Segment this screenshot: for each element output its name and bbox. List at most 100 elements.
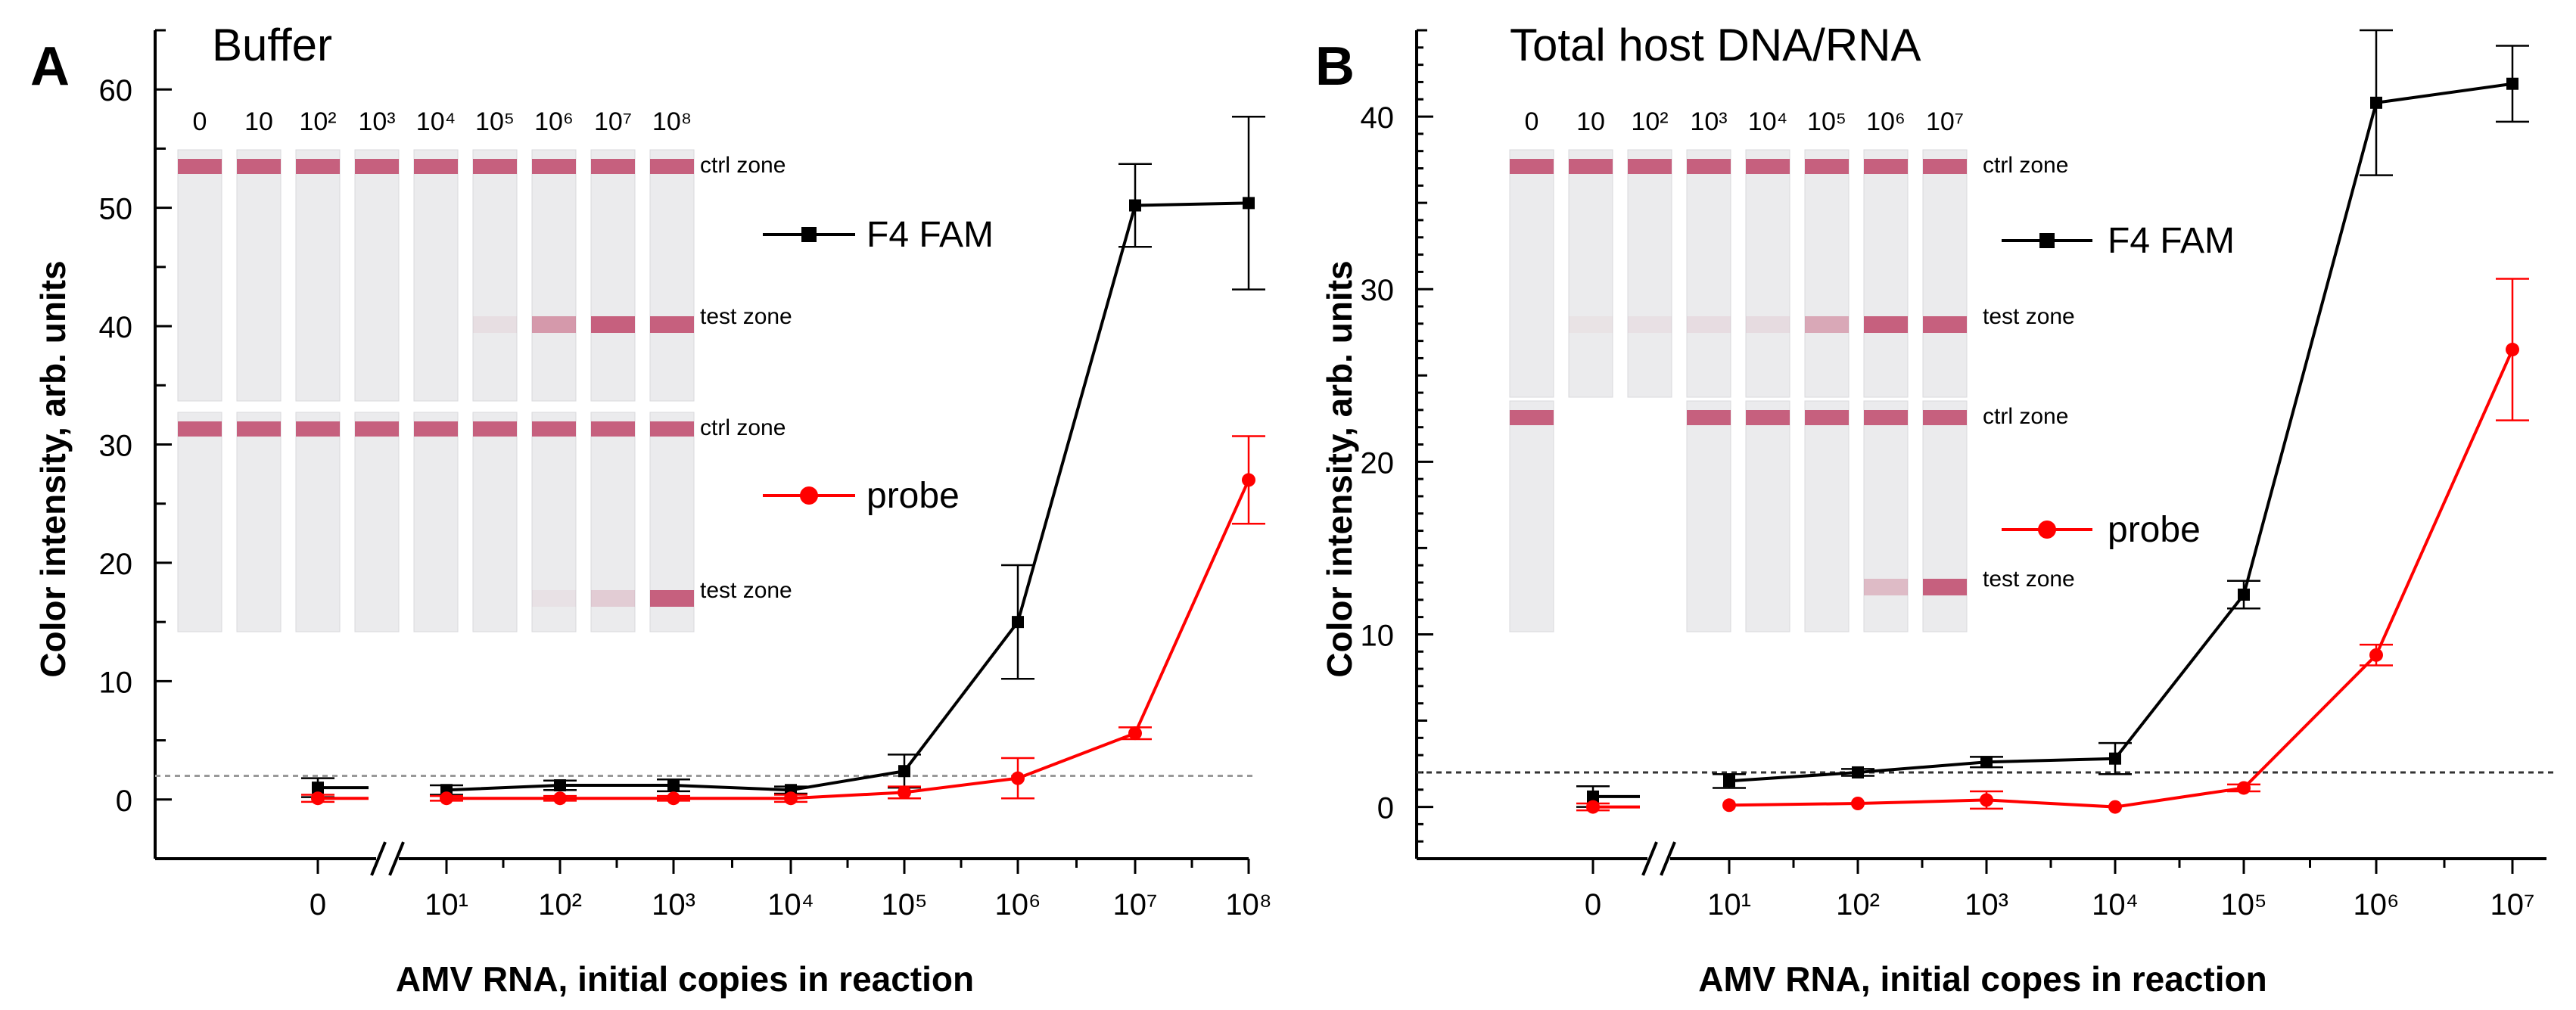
panel-a-x-tick-label: 10⁷ bbox=[1113, 888, 1158, 921]
panel-a-strip-test-band bbox=[532, 316, 576, 333]
panel-b-strip-ctrl-band bbox=[1510, 410, 1554, 425]
panel-a-test-strip bbox=[236, 149, 282, 402]
panel-a-strip-column-label: 0 bbox=[193, 107, 207, 136]
panel-a-x-tick-label: 10⁸ bbox=[1225, 888, 1271, 921]
panel-b-data-point bbox=[1980, 756, 1993, 769]
panel-a-data-point bbox=[1129, 199, 1141, 212]
panel-a-data-point bbox=[312, 782, 324, 794]
panel-a-data-point bbox=[553, 791, 567, 806]
panel-a-axis-break-mark bbox=[388, 841, 405, 876]
panel-a-strip-ctrl-band bbox=[178, 421, 222, 437]
panel-b-x-tick-label: 10¹ bbox=[1707, 888, 1751, 921]
panel-a-x-axis-title: AMV RNA, initial copies in reaction bbox=[396, 959, 974, 999]
panel-a-strip-ctrl-band bbox=[473, 159, 517, 174]
panel-a-strip-column-label: 10³ bbox=[358, 107, 395, 136]
panel-b-legend-marker bbox=[2038, 521, 2056, 539]
panel-b-label: B bbox=[1315, 36, 1355, 97]
panel-b-title: Total host DNA/RNA bbox=[1510, 20, 1921, 70]
panel-b-data-point bbox=[1852, 766, 1864, 778]
panel-a-label: A bbox=[30, 36, 70, 97]
panel-b-strip-test-band bbox=[1923, 316, 1967, 333]
panel-b-strip-column-label: 10⁶ bbox=[1866, 107, 1906, 136]
panel-a-y-tick-label: 60 bbox=[99, 74, 133, 107]
panel-b-strip-column-label: 10² bbox=[1631, 107, 1668, 136]
panel-b-strip-ctrl-band bbox=[1687, 159, 1731, 174]
panel-a-strip-column-label: 10 bbox=[244, 107, 273, 136]
panel-b-strip-test-band bbox=[1746, 316, 1790, 333]
panel-b-strip-ctrl-band bbox=[1923, 410, 1967, 425]
panel-b-test-strip bbox=[1568, 149, 1613, 398]
panel-a-strip-ctrl-band bbox=[532, 421, 576, 437]
panel-b-strip-column-label: 0 bbox=[1525, 107, 1539, 136]
panel-a-strip-test-band bbox=[591, 590, 635, 607]
panel-a-y-tick-label: 50 bbox=[99, 193, 133, 226]
panel-a-strip-ctrl-band bbox=[650, 159, 694, 174]
panel-b-test-strip bbox=[1627, 149, 1672, 398]
panel-b-zone-label: ctrl zone bbox=[1983, 404, 2068, 429]
panel-b-axis-break-mark bbox=[1660, 841, 1676, 876]
panel-a-strip-ctrl-band bbox=[591, 159, 635, 174]
panel-b-x-tick-label: 0 bbox=[1585, 888, 1601, 921]
panel-b-strip-column-label: 10⁷ bbox=[1926, 107, 1964, 136]
panel-a-strip-ctrl-band bbox=[296, 421, 340, 437]
panel-a-data-point bbox=[898, 785, 911, 800]
panel-a-data-point bbox=[667, 791, 680, 806]
panel-a-legend-marker bbox=[800, 486, 818, 505]
panel-b-test-strip bbox=[1804, 149, 1850, 398]
panel-a-test-strip bbox=[295, 149, 341, 402]
panel-b-test-strip bbox=[1922, 149, 1968, 398]
panel-b-strip-column-label: 10⁴ bbox=[1748, 107, 1787, 136]
panel-a-data-point bbox=[554, 779, 566, 792]
panel-b-strip-ctrl-band bbox=[1864, 410, 1908, 425]
panel-a-zone-label: test zone bbox=[700, 304, 792, 329]
panel-b-data-point bbox=[2238, 588, 2250, 601]
panel-b-strip-ctrl-band bbox=[1569, 159, 1613, 174]
panel-b-test-strip bbox=[1686, 149, 1731, 398]
panel-a-series-line bbox=[446, 201, 1249, 792]
panel-b-strip-ctrl-band bbox=[1628, 159, 1672, 174]
panel-a-strip-column-label: 10⁷ bbox=[594, 107, 632, 136]
panel-a-data-point bbox=[440, 791, 453, 806]
panel-b-strip-ctrl-band bbox=[1864, 159, 1908, 174]
panel-b-strip-test-band bbox=[1864, 316, 1908, 333]
panel-a-y-tick-label: 40 bbox=[99, 311, 133, 344]
panel-a-data-point bbox=[1242, 473, 1255, 487]
panel-b-data-point bbox=[2237, 781, 2251, 795]
panel-b-strip-ctrl-band bbox=[1746, 159, 1790, 174]
panel-b-data-point bbox=[2506, 77, 2518, 90]
panel-a-y-tick-label: 20 bbox=[99, 548, 133, 581]
panel-a-data-point bbox=[667, 779, 680, 792]
panel-a-strip-ctrl-band bbox=[414, 159, 458, 174]
panel-a-strip-ctrl-band bbox=[355, 159, 399, 174]
panel-a-data-point bbox=[1011, 771, 1025, 785]
panel-b-x-tick-label: 10⁶ bbox=[2354, 888, 2400, 921]
panel-a-test-strip bbox=[354, 149, 400, 402]
panel-a-zone-label: ctrl zone bbox=[700, 415, 786, 440]
panel-a-strip-test-band bbox=[650, 590, 694, 607]
panel-a-strip-ctrl-band bbox=[296, 159, 340, 174]
panel-b-strip-test-band bbox=[1628, 316, 1672, 333]
panel-a-strip-ctrl-band bbox=[237, 421, 281, 437]
panel-a-axis-break-mark bbox=[370, 841, 387, 876]
panel-b-y-tick-label: 10 bbox=[1361, 619, 1395, 652]
panel-b-data-point bbox=[2369, 648, 2383, 662]
panel-b-strip-test-band bbox=[1864, 579, 1908, 595]
panel-b-test-strip bbox=[1863, 149, 1909, 398]
panel-a-strip-ctrl-band bbox=[178, 159, 222, 174]
panel-a-strip-column-label: 10² bbox=[299, 107, 336, 136]
panel-a-strip-ctrl-band bbox=[355, 421, 399, 437]
panel-a-x-tick-label: 10¹ bbox=[425, 888, 468, 921]
panel-b-zone-label: ctrl zone bbox=[1983, 153, 2068, 178]
panel-b-y-tick-label: 20 bbox=[1361, 446, 1395, 480]
panel-b-test-strip bbox=[1922, 400, 1968, 632]
panel-a-zone-label: ctrl zone bbox=[700, 153, 786, 178]
panel-b-x-tick-label: 10⁵ bbox=[2220, 888, 2266, 921]
panel-b-x-axis-title: AMV RNA, initial copes in reaction bbox=[1698, 959, 2266, 999]
panel-b-strip-ctrl-band bbox=[1923, 159, 1967, 174]
panel-b-legend-label: probe bbox=[2108, 510, 2201, 550]
panel-a-x-tick-label: 10⁴ bbox=[767, 888, 814, 921]
panel-b-test-strip bbox=[1509, 149, 1554, 398]
panel-a-y-axis-title: Color intensity, arb. units bbox=[33, 260, 73, 677]
panel-a-strip-test-band bbox=[650, 316, 694, 333]
